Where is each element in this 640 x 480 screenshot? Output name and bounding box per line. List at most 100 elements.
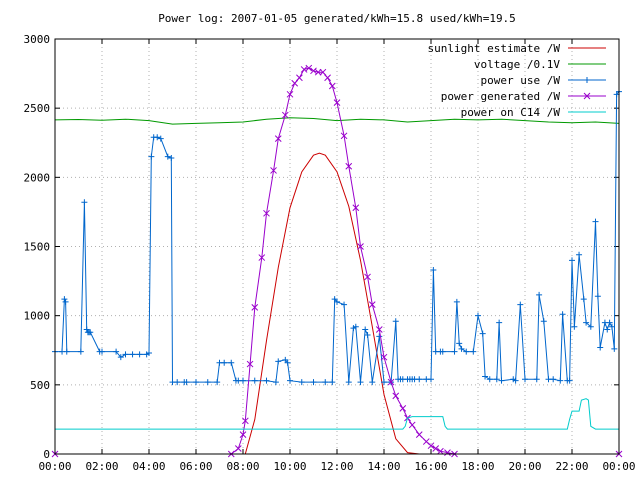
data-point-power-use-w <box>322 379 329 386</box>
data-point-power-use-w <box>364 332 371 339</box>
data-point-power-use-w <box>341 301 348 308</box>
data-point-power-generated-w <box>241 417 249 425</box>
data-point-power-generated-w <box>234 445 242 452</box>
data-point-power-use-w <box>221 359 228 366</box>
chart-title: Power log: 2007-01-05 generated/kWh=15.8… <box>158 12 516 25</box>
data-point-power-generated-w <box>270 167 277 174</box>
data-point-power-use-w <box>486 376 493 383</box>
data-point-power-use-w <box>470 348 477 355</box>
data-point-power-use-w <box>287 377 293 384</box>
data-point-power-use-w <box>63 348 70 355</box>
data-point-power-use-w <box>451 348 458 355</box>
data-point-power-generated-w <box>239 431 247 438</box>
y-tick-label: 500 <box>30 379 50 392</box>
data-point-power-use-w <box>345 379 352 386</box>
data-point-power-use-w <box>62 298 69 305</box>
data-point-power-use-w <box>263 377 270 384</box>
data-point-power-generated-w <box>281 111 289 119</box>
data-point-power-use-w <box>416 376 423 383</box>
data-point-power-generated-w <box>296 74 303 82</box>
data-series <box>51 64 623 458</box>
data-point-power-generated-w <box>444 449 451 456</box>
data-point-power-use-w <box>148 153 155 160</box>
series-line-voltage-0-1v <box>54 117 620 125</box>
y-tick-label: 2000 <box>24 171 51 184</box>
data-point-power-use-w <box>428 376 434 383</box>
data-point-power-use-w <box>113 348 120 355</box>
legend-label: sunlight estimate /W <box>428 42 561 55</box>
data-point-power-generated-w <box>263 209 270 217</box>
data-point-power-use-w <box>463 348 470 355</box>
data-point-power-generated-w <box>333 99 341 106</box>
data-point-power-use-w <box>594 293 601 300</box>
legend-label: power on C14 /W <box>461 106 561 119</box>
data-point-power-use-w <box>193 379 199 386</box>
data-point-power-generated-w <box>286 90 294 98</box>
x-tick-label: 02:00 <box>85 460 118 473</box>
data-point-power-use-w <box>275 358 282 365</box>
legend-marker-power-generated-w <box>583 92 591 100</box>
y-tick-label: 0 <box>43 448 50 461</box>
legend: sunlight estimate /W voltage /0.1V power u… <box>428 42 606 119</box>
data-point-power-use-w <box>559 311 566 318</box>
data-point-power-use-w <box>536 291 543 298</box>
data-point-power-use-w <box>580 296 587 303</box>
data-point-power-use-w <box>284 359 291 366</box>
data-point-power-use-w <box>583 319 590 326</box>
data-point-power-generated-w <box>246 360 254 368</box>
data-point-power-use-w <box>310 379 317 386</box>
data-point-power-generated-w <box>357 243 364 250</box>
data-point-power-use-w <box>493 376 500 383</box>
data-point-power-use-w <box>392 318 399 325</box>
series-power-on-c14-w <box>55 398 619 430</box>
data-point-power-use-w <box>183 379 190 386</box>
data-point-power-use-w <box>228 359 235 366</box>
data-point-power-use-w <box>298 379 305 386</box>
data-point-power-use-w <box>352 323 359 330</box>
x-tick-label: 20:00 <box>508 460 541 473</box>
data-point-power-use-w <box>369 379 376 386</box>
data-point-power-use-w <box>204 379 211 386</box>
data-point-power-use-w <box>566 377 573 384</box>
data-point-power-use-w <box>439 348 446 355</box>
data-point-power-use-w <box>136 351 143 358</box>
data-point-power-generated-w <box>274 135 282 142</box>
y-tick-label: 1000 <box>24 310 51 323</box>
data-point-power-use-w <box>329 379 336 386</box>
data-point-power-use-w <box>129 351 136 358</box>
data-point-power-generated-w <box>427 442 435 450</box>
data-point-power-use-w <box>557 377 564 384</box>
data-point-power-use-w <box>498 377 505 384</box>
data-point-power-use-w <box>576 251 583 258</box>
x-tick-label: 14:00 <box>367 460 400 473</box>
data-point-power-use-w <box>597 344 604 351</box>
series-power-generated-w <box>51 64 623 458</box>
data-point-power-use-w <box>592 218 599 225</box>
data-point-power-generated-w <box>364 273 371 281</box>
y-tick-label: 2500 <box>24 102 51 115</box>
data-point-power-use-w <box>430 267 437 274</box>
data-point-power-use-w <box>571 323 578 330</box>
data-point-power-generated-w <box>387 378 395 386</box>
series-line-power-on-c14-w <box>55 398 619 430</box>
x-tick-label: 22:00 <box>555 460 588 473</box>
data-point-power-generated-w <box>319 68 327 76</box>
data-point-power-use-w <box>214 379 221 386</box>
data-point-power-use-w <box>117 354 124 361</box>
data-point-power-use-w <box>81 199 88 206</box>
data-point-power-use-w <box>77 348 84 355</box>
data-point-power-use-w <box>456 340 463 347</box>
data-point-power-generated-w <box>380 353 388 361</box>
data-point-power-use-w <box>164 153 171 160</box>
data-point-power-generated-w <box>415 431 423 438</box>
data-point-power-generated-w <box>375 326 383 333</box>
axis-ticks: 0 500 1000 1500 2000 2500 3000 00:00 02:00 04:00 0… <box>24 33 636 473</box>
data-point-power-use-w <box>168 154 175 161</box>
y-tick-label: 3000 <box>24 33 51 46</box>
data-point-power-generated-w <box>305 64 313 72</box>
data-point-power-generated-w <box>392 392 400 400</box>
legend-label: power generated /W <box>441 90 561 103</box>
x-tick-label: 00:00 <box>38 460 71 473</box>
